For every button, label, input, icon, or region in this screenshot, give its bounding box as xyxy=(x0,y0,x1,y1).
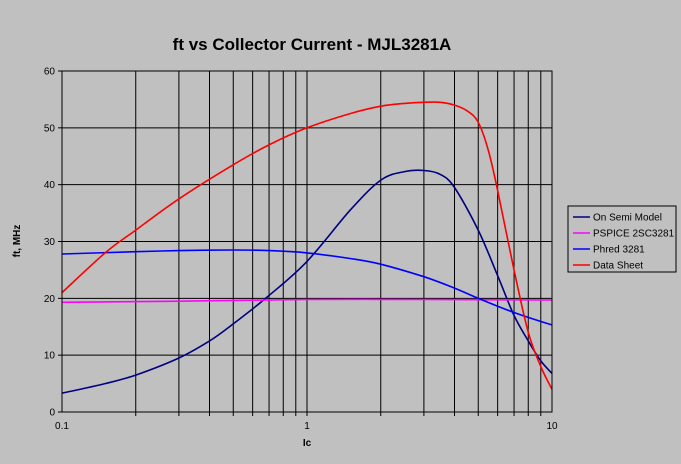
legend-label: On Semi Model xyxy=(593,213,662,224)
legend-label: Phred 3281 xyxy=(593,245,645,256)
x-tick-label: 1 xyxy=(304,421,310,432)
series-line-pspice-2sc3281 xyxy=(61,298,553,304)
y-tick-label: 0 xyxy=(49,408,55,419)
series-line-phred-3281 xyxy=(61,249,553,326)
y-tick-label: 50 xyxy=(44,123,56,134)
x-axis-label: Ic xyxy=(303,438,312,449)
x-tick-label: 10 xyxy=(546,421,558,432)
x-tick-label: 0.1 xyxy=(55,421,69,432)
series-lines xyxy=(61,101,553,394)
legend-label: Data Sheet xyxy=(593,261,643,272)
gridlines xyxy=(62,71,552,412)
y-tick-label: 30 xyxy=(44,237,56,248)
legend-label: PSPICE 2SC3281 xyxy=(593,229,675,240)
chart-title: ft vs Collector Current - MJL3281A xyxy=(173,35,452,54)
y-tick-label: 40 xyxy=(44,180,56,191)
y-tick-label: 20 xyxy=(44,294,56,305)
y-tick-label: 10 xyxy=(44,351,56,362)
series-line-data-sheet xyxy=(61,101,553,390)
axis-ticks: 0.1 1 10 0 10 20 30 40 50 60 xyxy=(44,67,558,433)
y-tick-label: 60 xyxy=(44,67,56,78)
legend: On Semi Model PSPICE 2SC3281 Phred 3281 Dat… xyxy=(567,205,677,273)
y-axis-label: ft, MHz xyxy=(12,225,23,258)
